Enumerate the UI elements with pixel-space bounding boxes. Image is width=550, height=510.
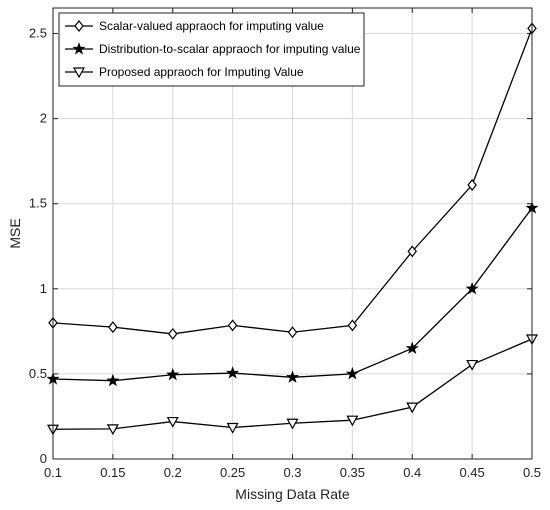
y-tick-label: 2.5 bbox=[29, 26, 47, 41]
triangle-down-marker bbox=[72, 67, 86, 79]
legend-label: Scalar-valued appraoch for imputing valu… bbox=[99, 19, 324, 33]
x-tick-label: 0.25 bbox=[220, 465, 245, 480]
diamond-marker bbox=[407, 245, 418, 258]
x-tick-label: 0.2 bbox=[164, 465, 182, 480]
legend-label: Proposed appraoch for Imputing Value bbox=[99, 65, 304, 79]
triangle-down-marker bbox=[286, 418, 299, 430]
y-tick-label: 0 bbox=[40, 451, 47, 466]
triangle-down-marker bbox=[346, 415, 359, 427]
diamond-marker bbox=[467, 179, 477, 191]
triangle-down-marker bbox=[166, 416, 179, 428]
star-marker bbox=[72, 42, 86, 55]
x-axis-label: Missing Data Rate bbox=[235, 486, 350, 502]
x-tick-label: 0.4 bbox=[403, 465, 421, 480]
triangle-down-marker bbox=[106, 424, 119, 436]
y-tick-label: 0.5 bbox=[29, 366, 47, 381]
x-tick-label: 0.5 bbox=[523, 465, 541, 480]
legend-box bbox=[58, 12, 365, 87]
legend-entry: Distribution-to-scalar appraoch for impu… bbox=[65, 42, 361, 56]
triangle-down-marker bbox=[406, 402, 419, 414]
diamond-marker bbox=[74, 20, 84, 32]
y-axis-label: MSE bbox=[7, 218, 23, 248]
diamond-marker bbox=[227, 319, 238, 332]
triangle-down-marker bbox=[226, 422, 239, 434]
diamond-marker bbox=[167, 327, 178, 340]
star-marker bbox=[285, 370, 300, 383]
triangle-down-marker bbox=[466, 359, 479, 371]
y-tick-label: 2 bbox=[40, 111, 47, 126]
x-tick-label: 0.35 bbox=[340, 465, 365, 480]
legend-label: Distribution-to-scalar appraoch for impu… bbox=[99, 42, 361, 56]
x-tick-label: 0.1 bbox=[44, 465, 62, 480]
axis-ticks: 0.1 0.15 0.2 0.25 0.3 0.35 0.4 0.45 0.5 0 0.5 1 1.5 2… bbox=[29, 8, 541, 480]
star-marker bbox=[345, 367, 359, 380]
star-marker bbox=[106, 373, 120, 387]
star-marker bbox=[465, 281, 479, 295]
diamond-marker bbox=[108, 321, 118, 334]
legend: Scalar-valued appraoch for imputing valu… bbox=[58, 12, 365, 87]
y-tick-label: 1.5 bbox=[29, 196, 47, 211]
series-group bbox=[46, 22, 539, 436]
x-tick-label: 0.15 bbox=[100, 465, 125, 480]
series-1 bbox=[48, 22, 537, 340]
star-marker bbox=[166, 367, 180, 381]
diamond-marker bbox=[347, 319, 358, 332]
diamond-marker bbox=[287, 326, 298, 339]
series-3 bbox=[46, 334, 539, 436]
legend-entry: Proposed appraoch for Imputing Value bbox=[65, 65, 304, 79]
x-tick-label: 0.45 bbox=[459, 465, 484, 480]
y-tick-label: 1 bbox=[40, 281, 47, 296]
x-tick-label: 0.3 bbox=[283, 465, 301, 480]
star-marker bbox=[405, 341, 419, 354]
star-marker bbox=[226, 366, 240, 379]
legend-entry: Scalar-valued appraoch for imputing valu… bbox=[65, 19, 324, 33]
